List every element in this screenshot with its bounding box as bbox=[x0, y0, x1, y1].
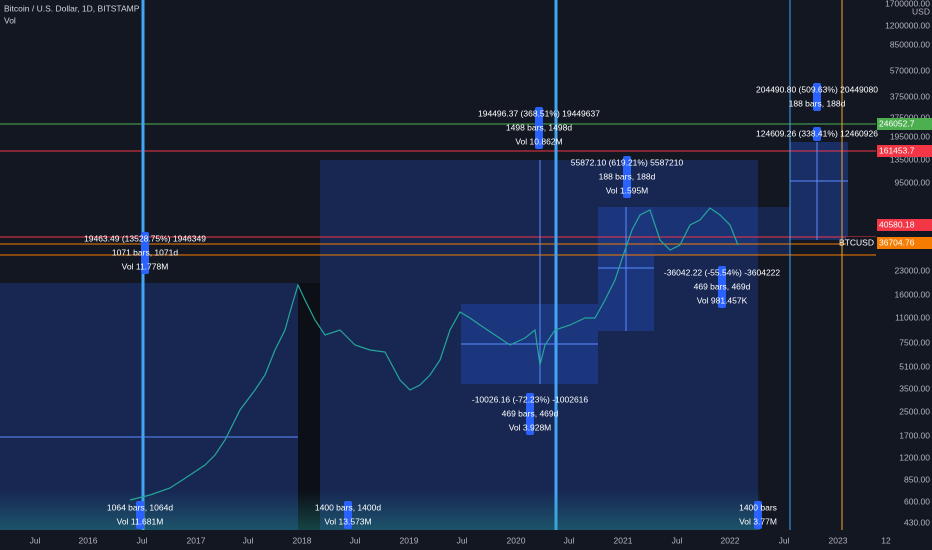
range-box bbox=[790, 142, 848, 240]
measure-label: 19463.49 (13528.75%) 1946349 bbox=[84, 233, 206, 243]
indicator-label: Vol bbox=[4, 15, 16, 25]
measure-label: Vol 3.928M bbox=[509, 422, 552, 432]
y-tick-label: 7500.00 bbox=[899, 337, 930, 347]
range-box bbox=[298, 283, 320, 530]
anchor-handle bbox=[141, 232, 149, 274]
x-tick-label: 2023 bbox=[829, 535, 848, 545]
price-tag-label: 40580.18 bbox=[879, 219, 915, 229]
measure-label: Vol 11.778M bbox=[122, 261, 169, 271]
price-tag-label: 246052.7 bbox=[879, 118, 915, 128]
measure-label: Vol 10.862M bbox=[515, 136, 562, 146]
symbol-title: Bitcoin / U.S. Dollar, 1D, BITSTAMP bbox=[4, 3, 140, 13]
y-tick-label: 23000.00 bbox=[895, 265, 931, 275]
y-tick-label: 375000.00 bbox=[890, 91, 930, 101]
x-tick-label: Jul bbox=[243, 535, 254, 545]
y-tick-label: 1200.00 bbox=[899, 452, 930, 462]
anchor-handle bbox=[623, 156, 631, 198]
y-tick-label: 600.00 bbox=[904, 496, 930, 506]
anchor-handle bbox=[136, 501, 144, 529]
y-tick-label: 1700000.00 bbox=[885, 0, 930, 8]
y-tick-label: 570000.00 bbox=[890, 65, 930, 75]
anchor-handle bbox=[535, 107, 543, 149]
measure-label: 124609.26 (338.41%) 12460926 bbox=[756, 128, 878, 138]
measure-label: 1064 bars, 1064d bbox=[107, 502, 173, 512]
symbol-tag bbox=[846, 237, 876, 249]
anchor-handle bbox=[718, 266, 726, 308]
y-tick-label: 95000.00 bbox=[895, 177, 931, 187]
measure-label: Vol 13.573M bbox=[324, 516, 371, 526]
measure-label: 188 bars, 188d bbox=[599, 171, 656, 181]
range-box bbox=[0, 283, 298, 530]
x-tick-label: Jul bbox=[457, 535, 468, 545]
price-tag bbox=[877, 118, 932, 130]
y-tick-label: 1200000.00 bbox=[885, 20, 930, 30]
measure-label: Vol 981.457K bbox=[697, 295, 748, 305]
measure-label: 194496.37 (368.51%) 19449637 bbox=[478, 108, 600, 118]
price-tag bbox=[877, 219, 932, 231]
measure-label: 204490.80 (509.63%) 20449080 bbox=[756, 84, 878, 94]
y-tick-label: 275000.00 bbox=[890, 112, 930, 122]
time-axis bbox=[0, 530, 876, 550]
anchor-handle bbox=[344, 501, 352, 529]
y-tick-label: 3500.00 bbox=[899, 383, 930, 393]
measure-label: -10026.16 (-72.23%) -1002616 bbox=[472, 394, 589, 404]
price-tag bbox=[877, 145, 932, 157]
y-tick-label: 195000.00 bbox=[890, 131, 930, 141]
x-tick-label: 12 bbox=[881, 535, 891, 545]
measure-label: 1071 bars, 1071d bbox=[112, 247, 178, 257]
price-tag-label: 161453.7 bbox=[879, 145, 915, 155]
x-tick-label: Jul bbox=[350, 535, 361, 545]
price-tag bbox=[877, 237, 932, 249]
y-tick-label: 135000.00 bbox=[890, 154, 930, 164]
x-tick-label: Jul bbox=[30, 535, 41, 545]
x-tick-label: 2018 bbox=[293, 535, 312, 545]
x-tick-label: 2019 bbox=[400, 535, 419, 545]
measure-label: Vol 3.77M bbox=[739, 516, 777, 526]
measure-label: Vol 1.595M bbox=[606, 185, 649, 195]
y-tick-label: 2500.00 bbox=[899, 406, 930, 416]
measure-label: -36042.22 (-55.54%) -3604222 bbox=[664, 267, 781, 277]
y-tick-label: 1700.00 bbox=[899, 430, 930, 440]
price-axis bbox=[876, 0, 932, 550]
measure-label: Vol 11.681M bbox=[117, 516, 164, 526]
measure-label: 1400 bars, 1400d bbox=[315, 502, 381, 512]
measure-label: 1498 bars, 1498d bbox=[506, 122, 572, 132]
x-tick-label: 2017 bbox=[187, 535, 206, 545]
anchor-handle bbox=[754, 501, 762, 529]
y-tick-label: 16000.00 bbox=[895, 289, 931, 299]
symbol-tag-label: BTCUSD bbox=[839, 237, 874, 247]
x-tick-label: Jul bbox=[779, 535, 790, 545]
volume-area bbox=[0, 490, 760, 530]
price-line bbox=[129, 207, 739, 501]
x-tick-label: 2021 bbox=[614, 535, 633, 545]
y-tick-label: 850000.00 bbox=[890, 39, 930, 49]
measure-label: 469 bars, 469d bbox=[694, 281, 751, 291]
x-tick-label: 2016 bbox=[79, 535, 98, 545]
anchor-handle bbox=[813, 127, 821, 141]
measure-label: 188 bars, 188d bbox=[789, 98, 846, 108]
y-tick-label: 11000.00 bbox=[895, 312, 930, 322]
measure-label: 469 bars, 469d bbox=[502, 408, 559, 418]
anchor-handle bbox=[813, 83, 821, 111]
x-tick-label: Jul bbox=[137, 535, 148, 545]
measure-label: 1400 bars bbox=[739, 502, 777, 512]
measure-label: 55872.10 (619.21%) 5587210 bbox=[571, 157, 684, 167]
x-tick-label: 2020 bbox=[507, 535, 526, 545]
y-tick-label: 430.00 bbox=[904, 517, 930, 527]
x-tick-label: Jul bbox=[672, 535, 683, 545]
axis-unit: USD bbox=[912, 6, 930, 16]
x-tick-label: 2022 bbox=[721, 535, 740, 545]
anchor-handle bbox=[526, 393, 534, 435]
y-tick-label: 850.00 bbox=[904, 474, 930, 484]
x-tick-label: Jul bbox=[564, 535, 575, 545]
y-tick-label: 5100.00 bbox=[899, 361, 930, 371]
range-box bbox=[320, 160, 758, 530]
price-tag-label: 36704.76 bbox=[879, 237, 915, 247]
